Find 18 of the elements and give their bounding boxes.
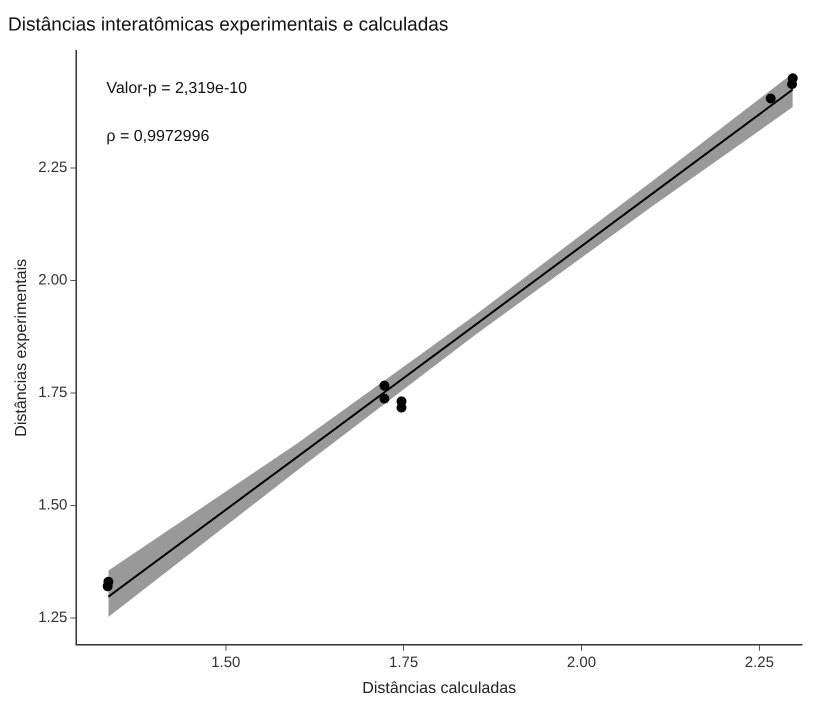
- y-tick-label: 1.25: [38, 608, 68, 626]
- annotation: Valor-p = 2,319e-10: [106, 80, 248, 98]
- x-tick-label: 2.00: [566, 654, 596, 671]
- point: [379, 380, 390, 391]
- y-tick-label: 1.50: [38, 496, 68, 514]
- y-tick-label: 1.75: [38, 384, 68, 401]
- y-tick-label: 2.25: [38, 158, 68, 176]
- chart-title: Distâncias interatômicas experimentais e calculadas: [8, 14, 448, 36]
- x-tick-label: 1.50: [211, 654, 240, 671]
- point: [766, 94, 776, 104]
- x-axis-title: Distâncias calculadas: [362, 680, 516, 697]
- point: [787, 79, 798, 90]
- annotation: ρ = 0,9972996: [106, 128, 210, 146]
- x-tick-label: 1.75: [389, 654, 418, 671]
- y-axis-title: Distâncias experimentais: [13, 258, 30, 437]
- x-tick-label: 2.25: [744, 654, 774, 671]
- y-tick-label: 2.00: [38, 271, 68, 288]
- point: [379, 394, 390, 404]
